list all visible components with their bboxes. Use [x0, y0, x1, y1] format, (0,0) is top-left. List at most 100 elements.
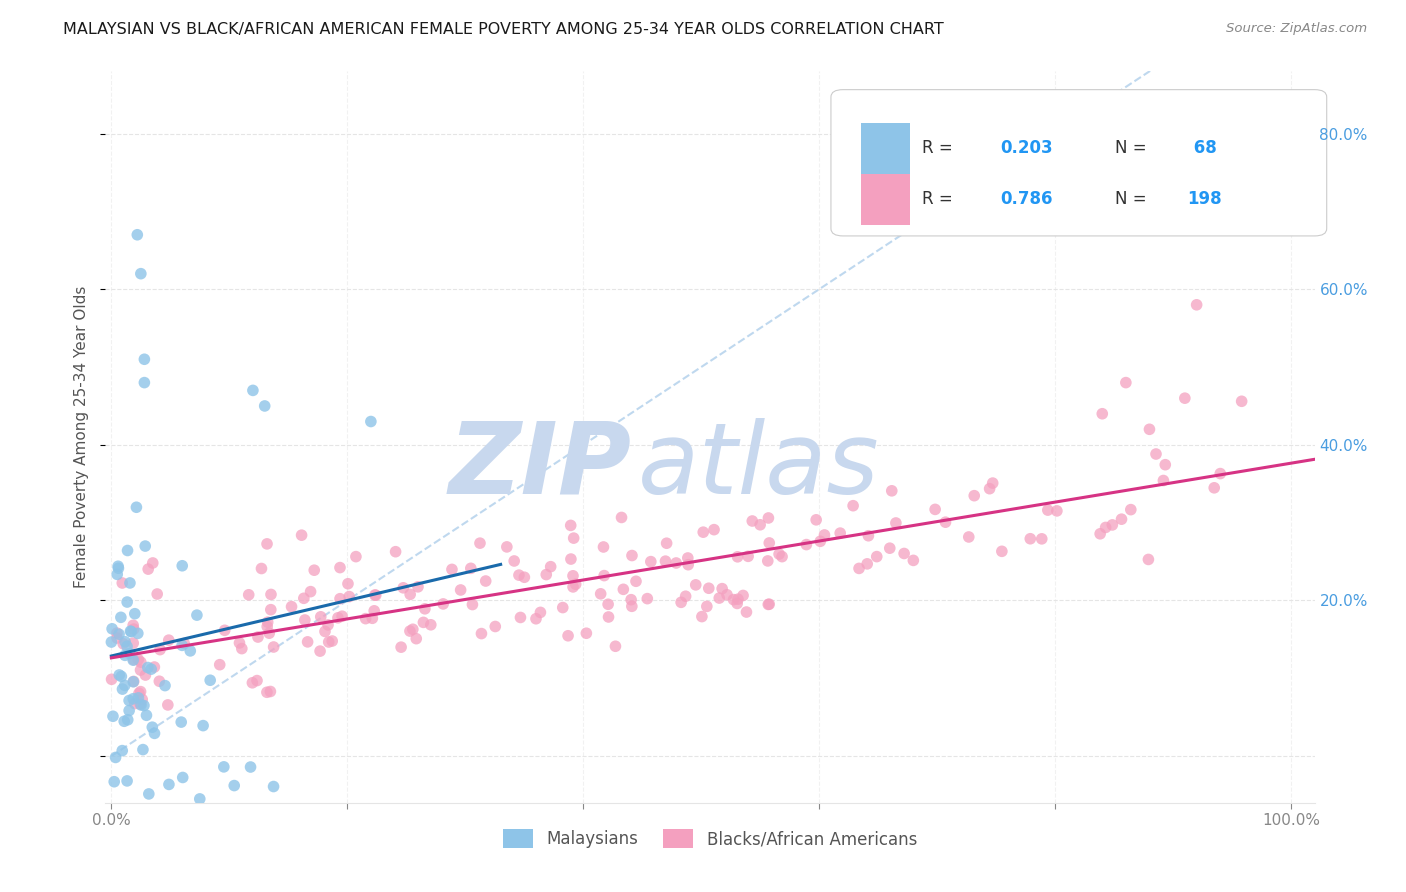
- Point: [297, 635, 319, 649]
- Point: [115, 640, 138, 654]
- Point: [655, 536, 678, 550]
- Point: [214, 624, 236, 638]
- Point: [364, 588, 387, 602]
- Point: [127, 690, 149, 705]
- Point: [620, 599, 643, 614]
- Point: [1152, 474, 1174, 488]
- Point: [727, 592, 749, 607]
- Point: [598, 610, 620, 624]
- Point: [733, 589, 755, 603]
- Text: MALAYSIAN VS BLACK/AFRICAN AMERICAN FEMALE POVERTY AMONG 25-34 YEAR OLDS CORRELA: MALAYSIAN VS BLACK/AFRICAN AMERICAN FEMA…: [63, 22, 943, 37]
- Point: [105, 626, 128, 640]
- Point: [191, 718, 214, 732]
- Point: [316, 618, 339, 632]
- Point: [129, 684, 152, 698]
- Point: [1144, 447, 1167, 461]
- Point: [114, 634, 136, 648]
- Point: [114, 678, 136, 692]
- Point: [131, 692, 153, 706]
- Text: N =: N =: [1115, 139, 1152, 157]
- Point: [136, 660, 159, 674]
- Point: [1185, 298, 1208, 312]
- Point: [143, 726, 166, 740]
- Point: [127, 626, 149, 640]
- Point: [758, 511, 780, 525]
- Point: [309, 609, 332, 624]
- Text: ZIP: ZIP: [449, 417, 631, 515]
- Point: [129, 267, 152, 281]
- Point: [620, 592, 643, 607]
- Point: [111, 576, 134, 591]
- Point: [127, 652, 149, 666]
- Point: [354, 612, 377, 626]
- Point: [122, 691, 145, 706]
- Point: [540, 559, 562, 574]
- Point: [1174, 391, 1197, 405]
- Point: [461, 598, 484, 612]
- Point: [101, 622, 124, 636]
- Point: [1036, 503, 1059, 517]
- Point: [115, 595, 138, 609]
- Point: [1115, 376, 1137, 390]
- Point: [132, 698, 155, 713]
- Point: [723, 592, 745, 607]
- Text: R =: R =: [922, 190, 957, 209]
- Text: 68: 68: [1188, 139, 1216, 157]
- FancyBboxPatch shape: [831, 90, 1327, 236]
- Point: [756, 554, 779, 568]
- Point: [979, 482, 1001, 496]
- Point: [758, 536, 780, 550]
- Point: [186, 608, 208, 623]
- Point: [737, 549, 759, 564]
- Point: [337, 590, 360, 604]
- Point: [1031, 532, 1053, 546]
- Point: [250, 561, 273, 575]
- Point: [735, 605, 758, 619]
- Point: [676, 551, 699, 566]
- Point: [432, 597, 454, 611]
- Point: [238, 588, 260, 602]
- Y-axis label: Female Poverty Among 25-34 Year Olds: Female Poverty Among 25-34 Year Olds: [75, 286, 90, 588]
- Point: [1154, 458, 1177, 472]
- Legend: Malaysians, Blacks/African Americans: Malaysians, Blacks/African Americans: [495, 821, 925, 856]
- Point: [692, 525, 714, 540]
- Point: [125, 500, 148, 515]
- Point: [592, 540, 614, 554]
- Point: [1137, 552, 1160, 566]
- Point: [138, 787, 160, 801]
- Point: [1139, 422, 1161, 436]
- Point: [654, 554, 676, 568]
- Point: [509, 610, 531, 624]
- Point: [179, 644, 201, 658]
- Point: [564, 577, 586, 591]
- Point: [620, 549, 643, 563]
- Point: [1119, 502, 1142, 516]
- Point: [848, 561, 870, 575]
- Point: [100, 673, 122, 687]
- Point: [363, 604, 385, 618]
- Point: [703, 523, 725, 537]
- Point: [1094, 520, 1116, 534]
- Point: [110, 669, 132, 683]
- Point: [560, 518, 582, 533]
- Text: R =: R =: [922, 139, 957, 157]
- Point: [612, 582, 634, 597]
- Point: [560, 552, 582, 566]
- Point: [412, 615, 434, 630]
- Point: [246, 673, 269, 688]
- Point: [256, 537, 278, 551]
- Point: [111, 743, 134, 757]
- Point: [640, 555, 662, 569]
- Point: [440, 562, 463, 576]
- Point: [562, 569, 585, 583]
- Point: [231, 641, 253, 656]
- Point: [575, 626, 598, 640]
- Point: [858, 529, 880, 543]
- Point: [405, 632, 427, 646]
- Point: [118, 704, 141, 718]
- Point: [1046, 504, 1069, 518]
- Point: [685, 578, 707, 592]
- Point: [903, 553, 925, 567]
- Point: [104, 750, 127, 764]
- Point: [484, 619, 506, 633]
